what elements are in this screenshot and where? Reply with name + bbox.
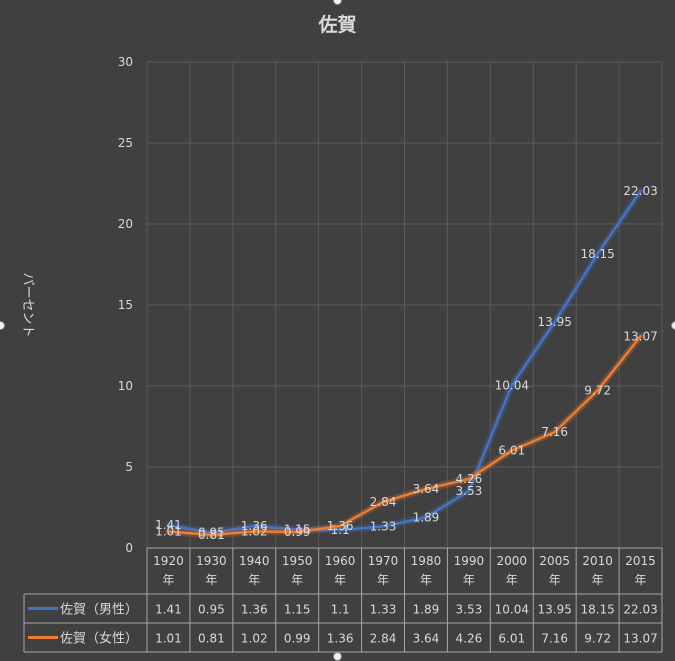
x-tick-label: 1990 年 [454, 554, 485, 587]
y-tick-label: 15 [118, 298, 133, 312]
data-label: 9.72 [584, 384, 611, 398]
table-cell: 1.89 [413, 603, 440, 617]
data-label: 7.16 [541, 425, 568, 439]
data-label: 0.81 [198, 528, 225, 542]
table-cell: 3.53 [456, 603, 483, 617]
data-label: 1.36 [241, 519, 268, 533]
data-label: 1.89 [413, 510, 440, 524]
y-tick-label: 20 [118, 217, 133, 231]
resize-handle-right[interactable] [671, 321, 675, 330]
table-cell: 1.36 [241, 603, 268, 617]
x-tick-label: 1930 年 [196, 554, 227, 587]
data-label: 10.04 [495, 378, 529, 392]
table-cell: 1.41 [155, 603, 182, 617]
table-cell: 0.99 [284, 632, 311, 646]
data-label: 18.15 [580, 247, 614, 261]
series-line [167, 189, 642, 534]
data-label: 0.95 [198, 526, 225, 540]
data-label: 3.64 [413, 482, 440, 496]
table-cell: 9.72 [584, 632, 611, 646]
x-tick-label: 1940 年 [239, 554, 270, 587]
x-tick-label: 1980 年 [411, 554, 442, 587]
resize-handle-left[interactable] [0, 321, 5, 330]
data-label: 2.84 [370, 495, 397, 509]
y-axis-title: パーセント [20, 272, 35, 337]
resize-handle-top[interactable] [333, 0, 342, 5]
data-label: 1.36 [327, 519, 354, 533]
data-label: 1.01 [155, 525, 182, 539]
data-label: 13.07 [623, 329, 657, 343]
table-cell: 3.64 [413, 632, 440, 646]
x-tick-label: 1920 年 [153, 554, 184, 587]
data-label: 4.26 [456, 472, 483, 486]
legend-label: 佐賀（女性） [60, 631, 138, 647]
table-cell: 1.1 [331, 603, 350, 617]
table-cell: 2.84 [370, 632, 397, 646]
table-cell: 1.36 [327, 632, 354, 646]
data-label: 1.02 [241, 524, 268, 538]
chart-title: 佐賀 [318, 14, 357, 36]
y-tick-label: 30 [118, 55, 133, 69]
table-cell: 7.16 [541, 632, 568, 646]
y-tick-label: 5 [125, 460, 133, 474]
data-label: 3.53 [456, 484, 483, 498]
table-cell: 4.26 [456, 632, 483, 646]
table-cell: 0.95 [198, 603, 225, 617]
table-cell: 1.01 [155, 632, 182, 646]
data-label: 6.01 [498, 444, 525, 458]
data-label: 0.99 [284, 525, 311, 539]
data-label: 1.33 [370, 519, 397, 533]
x-tick-label: 2000 年 [497, 554, 528, 587]
x-tick-label: 2005 年 [539, 554, 570, 587]
table-cell: 6.01 [498, 632, 525, 646]
x-tick-label: 1960 年 [325, 554, 356, 587]
data-label: 13.95 [538, 315, 572, 329]
legend-label: 佐賀（男性） [60, 603, 138, 618]
data-label: 1.41 [155, 518, 182, 532]
table-cell: 0.81 [198, 632, 225, 646]
y-tick-label: 0 [125, 541, 133, 555]
series-line [167, 335, 642, 537]
table-cell: 1.15 [284, 603, 311, 617]
table-cell: 13.07 [623, 632, 657, 646]
table-cell: 1.33 [370, 603, 397, 617]
table-cell: 18.15 [580, 603, 614, 617]
table-cell: 1.02 [241, 632, 268, 646]
x-tick-label: 2010 年 [582, 554, 613, 587]
x-tick-label: 2015 年 [625, 554, 656, 587]
table-cell: 22.03 [623, 603, 657, 617]
table-cell: 13.95 [538, 603, 572, 617]
y-tick-label: 25 [118, 136, 133, 150]
x-tick-label: 1950 年 [282, 554, 313, 587]
x-tick-label: 1970 年 [368, 554, 399, 587]
y-tick-label: 10 [118, 379, 133, 393]
table-cell: 10.04 [495, 603, 529, 617]
data-label: 22.03 [623, 184, 657, 198]
